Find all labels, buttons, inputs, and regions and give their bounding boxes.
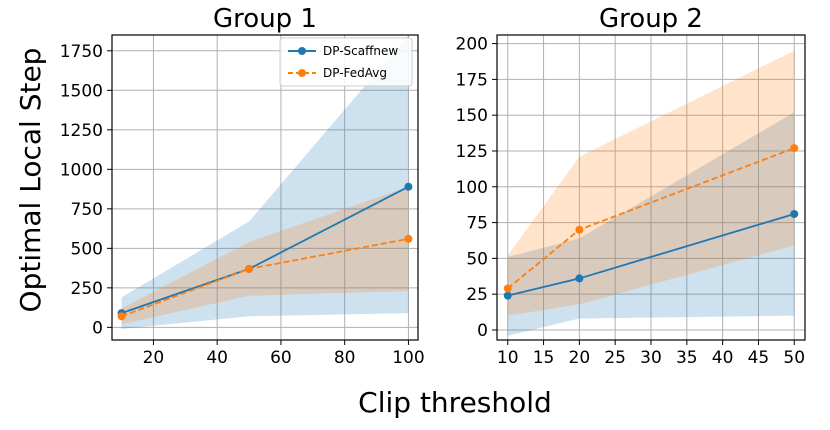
- y-axis-label: Optimal Local Step: [14, 48, 47, 313]
- legend-marker-dp-scaffnew: [298, 47, 306, 55]
- x-tick-label: 25: [604, 348, 626, 368]
- y-tick-label: 1000: [60, 160, 103, 180]
- point-dp-fedavg: [245, 264, 254, 273]
- band-dp-scaffnew: [121, 35, 409, 329]
- x-tick-label: 40: [712, 348, 734, 368]
- band-dp-fedavg: [507, 50, 795, 316]
- y-tick-label: 500: [71, 239, 103, 259]
- point-dp-scaffnew: [790, 209, 799, 218]
- x-tick-label: 45: [748, 348, 770, 368]
- x-tick-label: 50: [783, 348, 805, 368]
- y-tick-label: 1500: [60, 81, 103, 101]
- x-tick-label: 100: [392, 348, 424, 368]
- point-dp-scaffnew: [503, 291, 512, 300]
- x-tick-label: 35: [676, 348, 698, 368]
- y-tick-label: 1750: [60, 42, 103, 62]
- x-tick-label: 60: [270, 348, 292, 368]
- legend-label-dp-fedavg: DP-FedAvg: [323, 66, 387, 80]
- point-dp-fedavg: [404, 234, 413, 243]
- y-tick-label: 0: [92, 318, 103, 338]
- panel-group-1: 20 40 60 80 10002505007501000125015001750Gro…: [60, 4, 425, 368]
- y-tick-label: 200: [456, 35, 488, 55]
- point-dp-fedavg: [503, 284, 512, 293]
- y-tick-label: 750: [71, 200, 103, 220]
- point-dp-scaffnew: [575, 274, 584, 283]
- y-tick-label: 150: [456, 106, 488, 126]
- point-dp-fedavg: [790, 144, 799, 153]
- x-axis-label: Clip threshold: [358, 386, 552, 419]
- axes-frame: [111, 34, 419, 341]
- chart-title: Group 1: [213, 4, 317, 34]
- point-dp-fedavg: [575, 225, 584, 234]
- x-tick-label: 10: [497, 348, 519, 368]
- y-tick-label: 250: [71, 279, 103, 299]
- y-tick-label: 75: [466, 214, 488, 234]
- legend-marker-dp-fedavg: [298, 69, 306, 77]
- y-tick-label: 0: [477, 321, 488, 341]
- legend: DP-Scaffnew DP-FedAvg: [279, 37, 413, 87]
- y-tick-label: 50: [466, 249, 488, 269]
- x-tick-label: 15: [533, 348, 555, 368]
- y-tick-label: 1250: [60, 121, 103, 141]
- x-tick-label: 30: [640, 348, 662, 368]
- chart-title: Group 2: [599, 4, 703, 34]
- panel-group-2: 10 15 20 25 30 35 40 45 50 0 25 50 75 100 125 150 175 200…: [456, 4, 806, 368]
- x-tick-label: 40: [206, 348, 228, 368]
- y-tick-label: 100: [456, 178, 488, 198]
- y-tick-label: 25: [466, 285, 488, 305]
- y-tick-label: 125: [456, 142, 488, 162]
- point-dp-fedavg: [117, 312, 126, 321]
- legend-label-dp-scaffnew: DP-Scaffnew: [323, 44, 398, 58]
- x-tick-label: 80: [334, 348, 356, 368]
- x-tick-label: 20: [569, 348, 591, 368]
- x-tick-label: 20: [143, 348, 165, 368]
- point-dp-scaffnew: [404, 182, 413, 191]
- y-tick-label: 175: [456, 70, 488, 90]
